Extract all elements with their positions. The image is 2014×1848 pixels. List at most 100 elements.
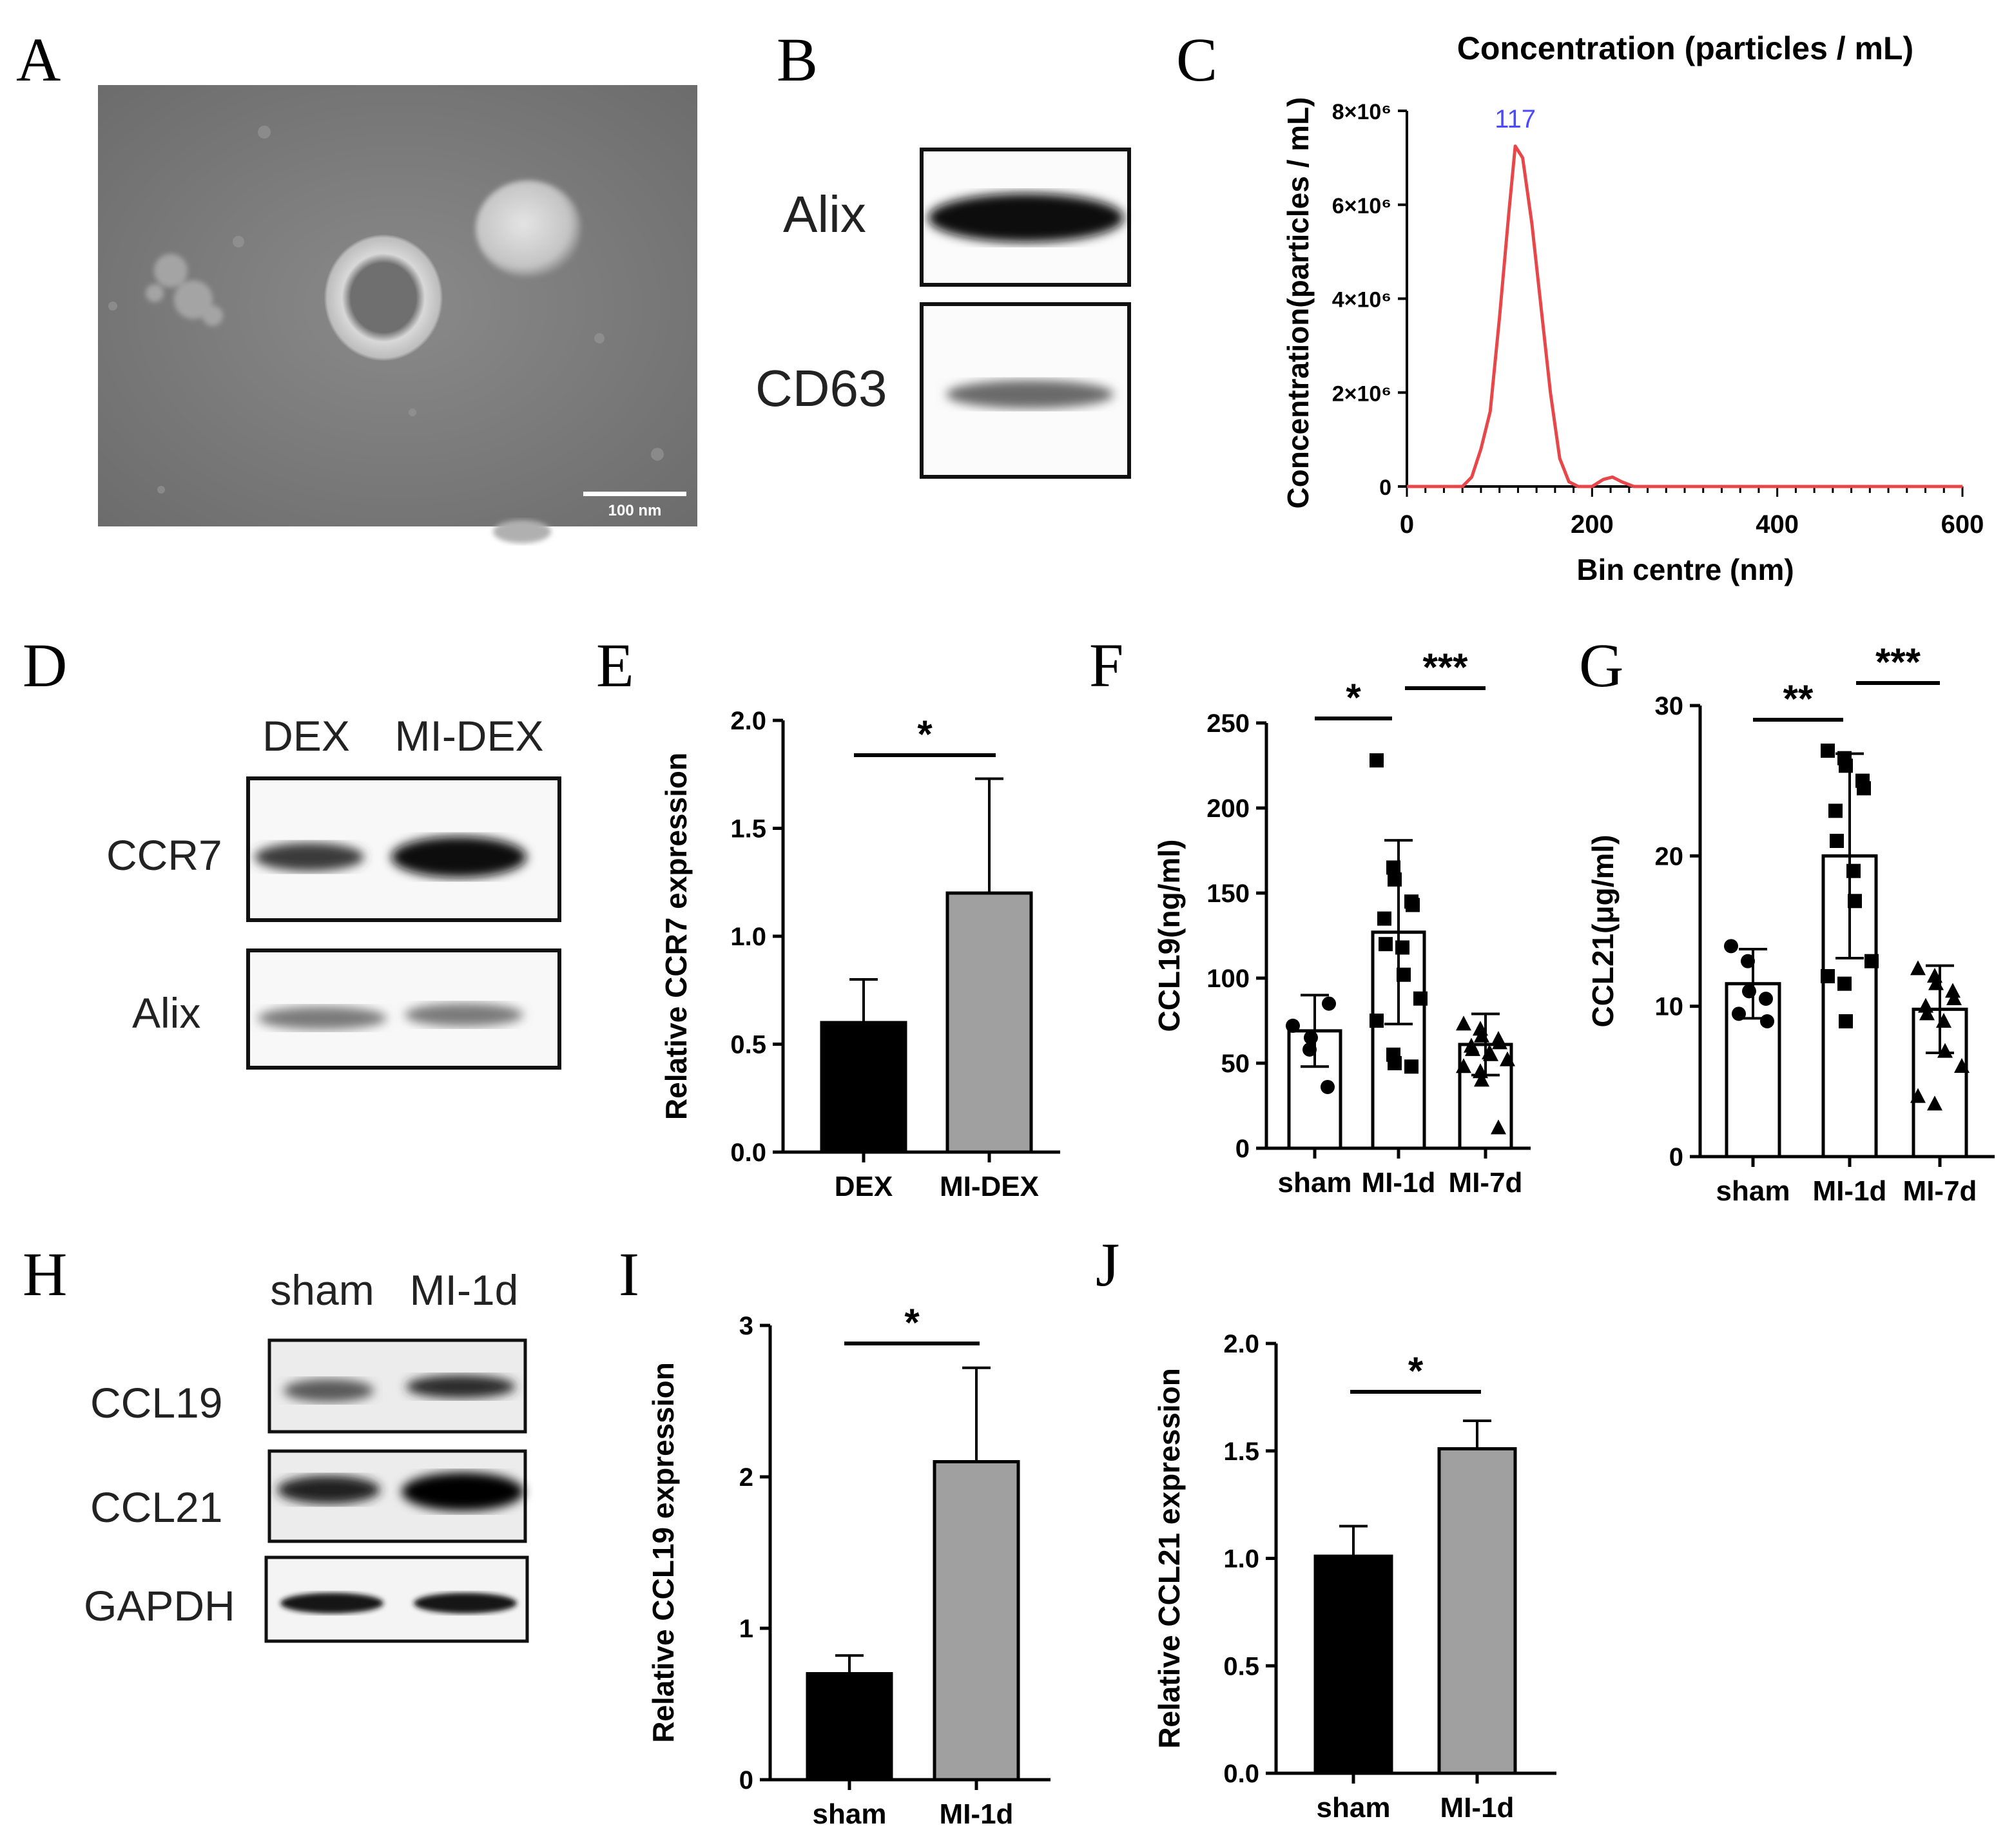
scale-bar-label: 100 nm (608, 502, 662, 519)
panel-letter-f: F (1089, 631, 1123, 700)
data-point-G (1821, 744, 1835, 758)
y-tick-label-J: 2.0 (1223, 1330, 1259, 1358)
x-axis-title-c: Bin centre (nm) (1576, 553, 1794, 586)
data-point-F (1379, 937, 1393, 952)
significance-label-F: * (1346, 676, 1361, 719)
y-tick-label-E: 1.0 (730, 923, 766, 951)
data-point-F (1456, 1058, 1471, 1073)
band-alix (928, 193, 1124, 242)
data-point-G (1928, 975, 1944, 990)
x-tick-label-F: sham (1278, 1167, 1352, 1198)
data-point-F (1404, 1059, 1419, 1074)
data-point-G (1919, 1005, 1935, 1021)
y-tick-label-F: 50 (1221, 1050, 1250, 1078)
blot-label-ccr7: CCR7 (106, 831, 222, 879)
data-point-F (1483, 1046, 1498, 1061)
y-tick-label-J: 1.0 (1223, 1545, 1259, 1574)
bar-E-mi-dex (945, 891, 1033, 1154)
data-point-F (1406, 898, 1420, 912)
data-point-F (1413, 991, 1428, 1006)
x-tick-label-G: MI-1d (1813, 1175, 1887, 1207)
y-tick-label-G: 10 (1655, 993, 1684, 1021)
y-tick-label-F: 150 (1206, 880, 1250, 908)
size-distribution-line (1407, 144, 1962, 488)
data-point-F (1491, 1119, 1506, 1135)
data-point-G (1839, 758, 1853, 773)
data-point-G (1839, 1014, 1853, 1028)
y-axis-title-E: Relative CCR7 expression (659, 753, 693, 1120)
data-point-F (1474, 1027, 1489, 1043)
data-point-F (1370, 753, 1384, 768)
data-point-G (1741, 954, 1755, 968)
band-alix-mi-dex (405, 1003, 523, 1026)
data-point-F (1370, 1014, 1384, 1028)
data-point-F (1386, 860, 1400, 875)
significance-label-F: *** (1422, 646, 1468, 689)
data-point-F (1500, 1051, 1515, 1066)
data-point-F (1456, 1015, 1471, 1031)
bar-I-mi-1d (933, 1460, 1020, 1782)
blot-label-alix-d: Alix (132, 989, 200, 1037)
blot-label-alix: Alix (783, 186, 866, 243)
y-axis-title-c: Concentration(particles / mL) (1281, 97, 1315, 509)
y-tick-label-I: 2 (739, 1463, 753, 1492)
y-axis-title-F: CCL19(ng/ml) (1152, 840, 1186, 1032)
panel-letter-j: J (1096, 1230, 1119, 1299)
x-tick-label-I: MI-1d (940, 1798, 1014, 1830)
y-tick-label-J: 1.5 (1223, 1438, 1259, 1466)
data-point-G (1724, 939, 1738, 954)
y-axis-title-G: CCL21(μg/ml) (1586, 834, 1620, 1027)
y-tick-label-I: 1 (739, 1615, 753, 1643)
x-tick-label-E: MI-DEX (940, 1171, 1039, 1202)
data-point-G (1864, 954, 1879, 968)
bar-E-dex (820, 1021, 907, 1154)
x-tick-label-c: 600 (1941, 510, 1984, 539)
y-tick-label-G: 0 (1669, 1143, 1683, 1171)
y-tick-label-I: 3 (739, 1312, 753, 1340)
tem-micrograph: 100 nm (98, 85, 697, 543)
y-tick-label-E: 2.0 (730, 707, 766, 735)
panel-letter-d: D (23, 631, 67, 700)
y-tick-label-c: 0 (1379, 476, 1391, 500)
data-point-F (1397, 967, 1411, 982)
x-tick-label-J: sham (1317, 1792, 1391, 1824)
significance-label-G: ** (1783, 677, 1814, 720)
panel-letter-a: A (16, 25, 61, 94)
data-point-G (1846, 863, 1861, 878)
data-point-F (1465, 1041, 1480, 1056)
panel-letter-i: I (619, 1240, 639, 1309)
band-ccr7-dex (255, 843, 364, 871)
data-point-G (1945, 983, 1961, 998)
bar-J-mi-1d (1437, 1447, 1517, 1775)
y-tick-label-c: 6×10⁶ (1332, 194, 1391, 218)
y-tick-label-J: 0.5 (1223, 1652, 1259, 1680)
data-point-G (1936, 1013, 1951, 1028)
data-point-F (1322, 996, 1336, 1011)
data-point-F (1473, 1063, 1488, 1079)
significance-label-J: * (1408, 1349, 1424, 1392)
data-point-G (1830, 834, 1844, 848)
x-tick-label-c: 400 (1756, 510, 1799, 539)
data-point-F (1302, 1042, 1317, 1057)
data-point-F (1395, 940, 1409, 955)
panel-letter-b: B (777, 25, 818, 94)
blot-label-gapdh: GAPDH (84, 1582, 235, 1630)
data-point-G (1759, 992, 1773, 1006)
data-point-F (1377, 911, 1391, 926)
y-tick-label-F: 200 (1206, 794, 1250, 823)
data-point-F (1388, 872, 1402, 887)
significance-label-I: * (904, 1301, 920, 1344)
y-tick-label-c: 8×10⁶ (1332, 100, 1391, 124)
bar-I-sham (806, 1672, 893, 1782)
panel-letter-e: E (596, 631, 634, 700)
data-point-G (1927, 1095, 1942, 1111)
band-ccr7-mi-dex (391, 836, 527, 878)
data-point-G (1742, 984, 1756, 999)
x-tick-label-c: 200 (1571, 510, 1614, 539)
data-point-G (1910, 1088, 1926, 1103)
blot-h: sham MI-1d CCL19 CCL21 GAPDH (84, 1266, 529, 1643)
lane-label-dex: DEX (262, 712, 350, 760)
data-point-G (1828, 804, 1843, 818)
